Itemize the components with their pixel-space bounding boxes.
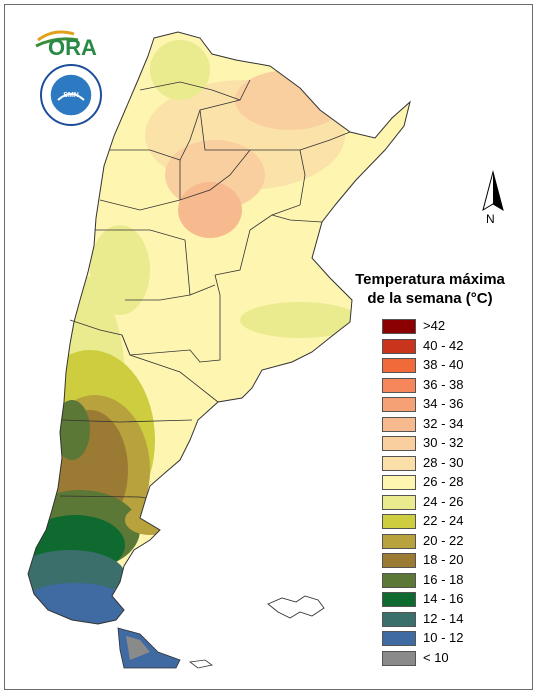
legend-label: 10 - 12 <box>423 630 464 645</box>
legend-swatch <box>382 455 416 471</box>
map-frame <box>4 4 533 690</box>
ora-logo: ORA <box>35 30 97 60</box>
legend-label: 18 - 20 <box>423 552 464 567</box>
legend-swatch <box>382 611 416 627</box>
legend-label: 14 - 16 <box>423 591 464 606</box>
legend-label: 16 - 18 <box>423 571 464 587</box>
legend-label: 12 - 14 <box>423 610 464 626</box>
legend-label: 24 - 26 <box>423 493 464 509</box>
legend-label: < 10 <box>423 649 449 665</box>
seal-center-text: SMN <box>63 92 79 99</box>
legend-label: 38 - 40 <box>423 357 464 372</box>
legend-swatch <box>382 494 416 510</box>
legend-swatch <box>382 358 416 373</box>
legend-label: 36 - 38 <box>423 376 464 392</box>
legend-label: 32 - 34 <box>423 415 464 431</box>
legend-swatch <box>382 631 416 646</box>
legend-label: 20 - 22 <box>423 532 464 548</box>
legend-label: 30 - 32 <box>423 435 464 450</box>
smn-seal-logo: SMN <box>40 64 102 126</box>
north-arrow-icon <box>482 170 504 212</box>
legend-swatch <box>382 436 416 451</box>
legend-swatch <box>382 397 416 412</box>
legend-swatch <box>382 338 416 354</box>
legend-title: Temperatura máxima de la semana (°C) <box>345 270 515 308</box>
north-arrow-label: N <box>486 212 495 226</box>
legend-swatch <box>382 650 416 666</box>
legend-swatch <box>382 475 416 490</box>
legend-label: >42 <box>423 318 446 333</box>
legend-label: 26 - 28 <box>423 474 464 489</box>
legend-swatch <box>382 553 416 568</box>
legend-label: 34 - 36 <box>423 396 464 411</box>
legend-label: 40 - 42 <box>423 337 464 353</box>
legend-label: 22 - 24 <box>423 513 464 528</box>
legend-swatch <box>382 514 416 529</box>
legend-swatch <box>382 377 416 393</box>
legend-label: 28 - 30 <box>423 454 464 470</box>
legend-swatch <box>382 416 416 432</box>
legend-swatch <box>382 572 416 588</box>
legend-swatch <box>382 533 416 549</box>
ora-logo-text: ORA <box>48 35 97 60</box>
legend-title-line2: de la semana (°C) <box>367 290 493 307</box>
legend-swatch <box>382 319 416 334</box>
legend-title-line1: Temperatura máxima <box>355 271 505 288</box>
legend-swatch <box>382 592 416 607</box>
